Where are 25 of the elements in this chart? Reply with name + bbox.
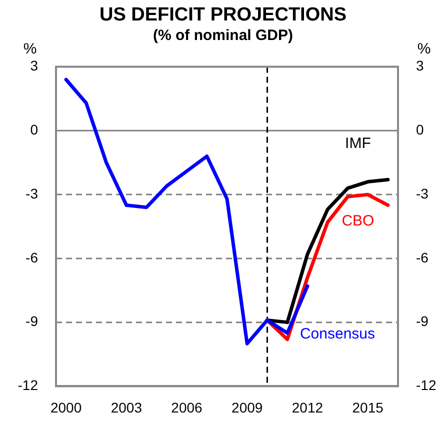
x-tick-label: 2006 (171, 399, 203, 416)
x-tick-label: 2009 (232, 399, 263, 416)
x-tick-label: 2012 (292, 399, 324, 416)
x-tick-label: 2015 (352, 399, 384, 416)
y2-tick-label: -12 (416, 377, 436, 394)
y-tick-label: -6 (26, 249, 38, 266)
y2-tick-label: -9 (416, 313, 429, 330)
y-tick-label: -12 (18, 377, 38, 394)
y2-tick-label: 3 (416, 58, 424, 74)
series-label: Consensus (300, 325, 375, 342)
y-tick-label: 3 (30, 58, 38, 74)
y-tick-label: -3 (26, 185, 38, 202)
y2-tick-label: 0 (416, 122, 424, 138)
x-tick-label: 2000 (50, 399, 82, 416)
y-tick-label: -9 (26, 313, 38, 330)
y2-axis-title: % (417, 40, 431, 58)
y2-tick-label: -6 (416, 249, 429, 266)
y2-tick-label: -3 (416, 185, 429, 202)
chart-title: US DEFICIT PROJECTIONS (99, 4, 347, 26)
chart-subtitle: (% of nominal GDP) (153, 26, 293, 44)
series-label: IMF (345, 134, 371, 152)
y-axis-title: % (23, 40, 37, 58)
x-tick-label: 2003 (110, 399, 142, 416)
y-tick-label: 0 (30, 122, 38, 138)
series-label: CBO (342, 212, 374, 230)
